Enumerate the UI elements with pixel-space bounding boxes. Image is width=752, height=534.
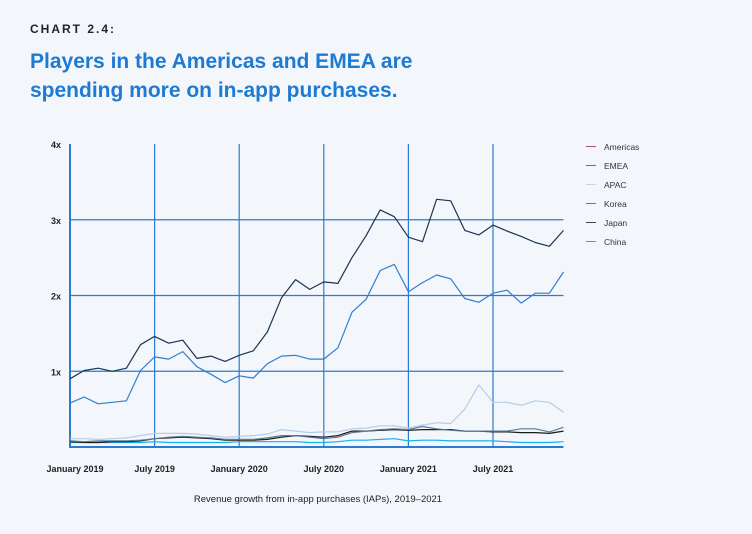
x-tick-label: January 2021	[380, 464, 437, 474]
chart-kicker: CHART 2.4:	[30, 22, 117, 36]
series-line-korea	[69, 425, 564, 443]
y-tick-label: 4x	[51, 140, 61, 150]
y-tick-label: 1x	[51, 367, 61, 377]
y-tick-label: 2x	[51, 292, 61, 302]
legend-label: Americas	[604, 141, 640, 152]
series-line-emea	[69, 263, 564, 405]
legend-item-apac: APAC	[586, 175, 639, 194]
legend-item-americas: Americas	[586, 137, 639, 156]
legend-item-korea: Korea	[586, 194, 639, 213]
legend-swatch	[586, 164, 596, 167]
series-line-apac	[70, 384, 564, 440]
legend-label: Korea	[604, 198, 627, 209]
series-line-china	[70, 438, 564, 444]
legend-swatch	[586, 202, 596, 205]
x-tick-label: July 2019	[134, 464, 175, 474]
x-tick-label: July 2020	[304, 464, 345, 474]
legend: Americas EMEA APAC Korea Japan China	[586, 137, 639, 251]
legend-label: EMEA	[604, 160, 629, 171]
legend-label: China	[604, 236, 627, 247]
legend-item-china: China	[586, 232, 639, 251]
x-tick-label: July 2021	[473, 464, 514, 474]
legend-swatch	[586, 145, 596, 148]
chart-caption: Revenue growth from in-app purchases (IA…	[193, 494, 443, 505]
legend-swatch	[586, 221, 596, 224]
legend-label: APAC	[604, 179, 627, 190]
series-line-americas	[69, 198, 564, 380]
legend-swatch	[586, 183, 596, 186]
x-tick-label: January 2020	[211, 464, 268, 474]
chart-title: Players in the Americas and EMEA are spe…	[30, 50, 413, 102]
legend-item-japan: Japan	[586, 213, 639, 232]
y-tick-label: 3x	[51, 216, 61, 226]
x-tick-label: January 2019	[46, 464, 103, 474]
legend-label: Japan	[604, 217, 628, 228]
legend-swatch	[586, 240, 596, 243]
legend-item-emea: EMEA	[586, 156, 639, 175]
